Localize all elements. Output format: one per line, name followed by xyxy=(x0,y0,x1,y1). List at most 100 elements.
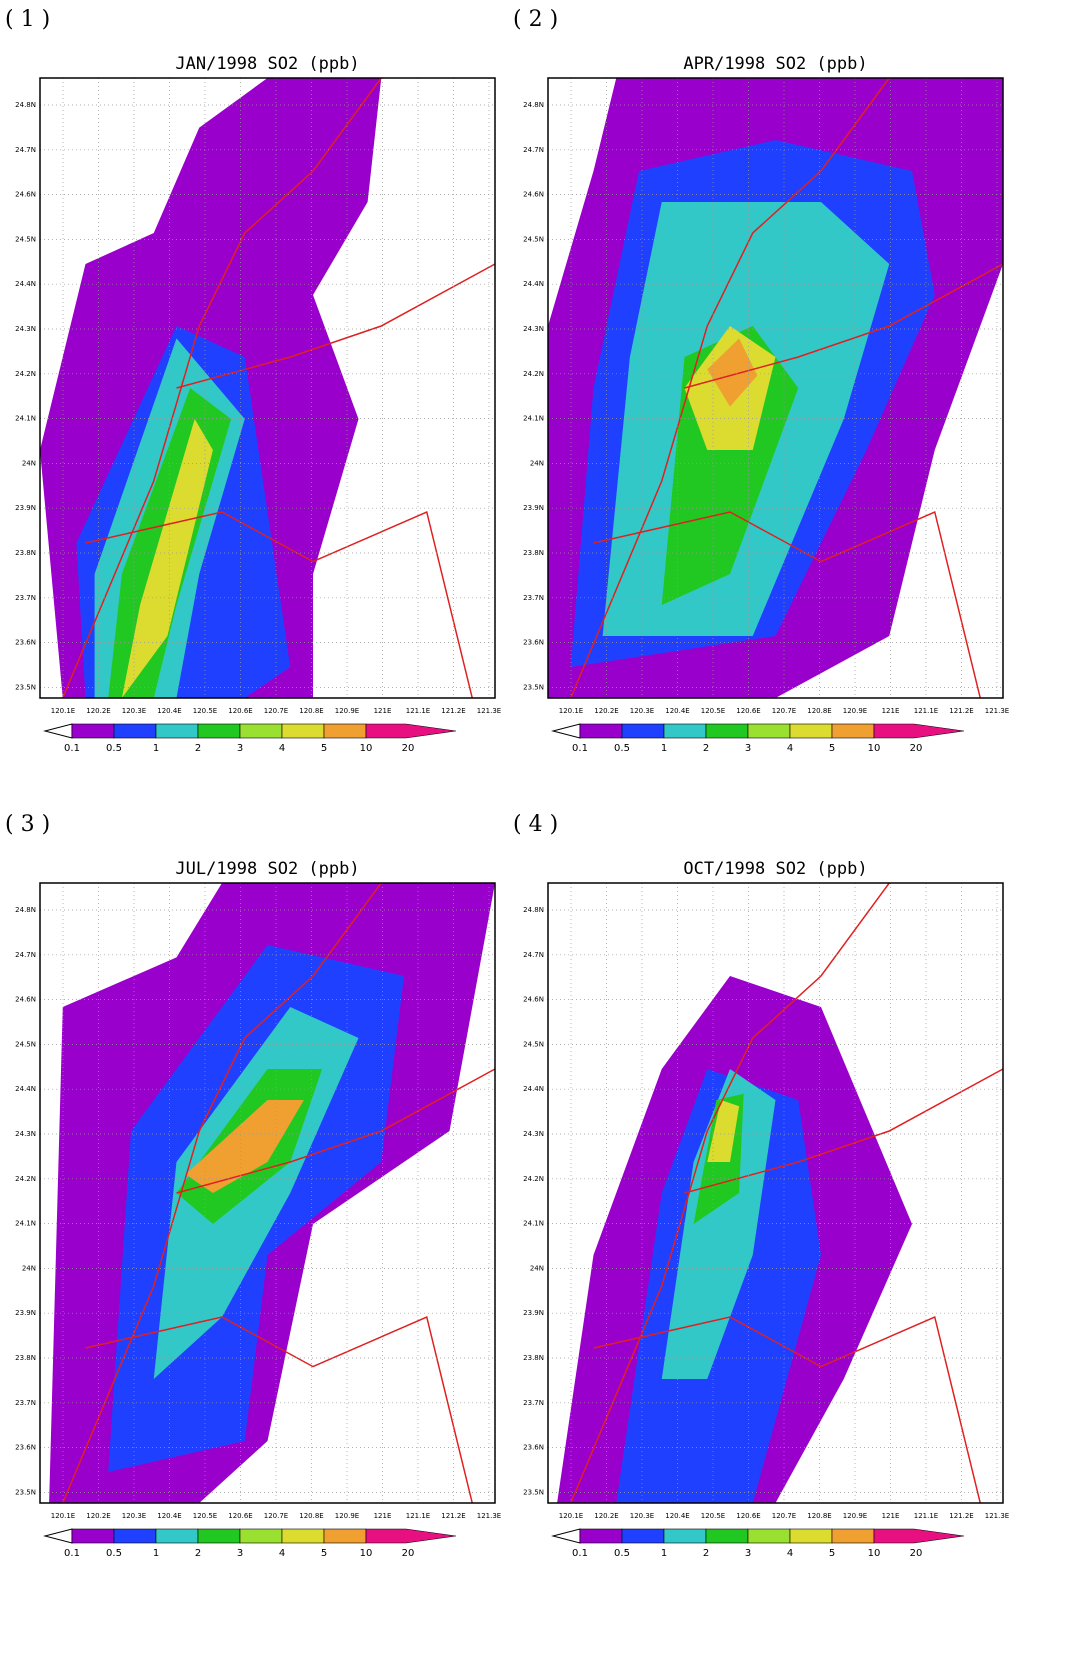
colorbar-segment xyxy=(579,1528,623,1544)
colorbar-label: 1 xyxy=(661,1548,667,1559)
panel-title: JAN/1998 SO2 (ppb) xyxy=(175,54,359,74)
y-tick-label: 24.8N xyxy=(523,906,544,914)
y-tick-label: 23.6N xyxy=(15,639,36,647)
colorbar-label: 1 xyxy=(153,743,159,754)
y-tick-label: 24.1N xyxy=(523,1220,544,1228)
panel-title: APR/1998 SO2 (ppb) xyxy=(683,54,867,74)
colorbar-label: 10 xyxy=(868,1548,881,1559)
x-tick-label: 120.1E xyxy=(51,1512,75,1520)
border-line xyxy=(684,1068,1004,1194)
border-line xyxy=(62,882,382,1504)
y-tick-label: 24.8N xyxy=(15,906,36,914)
y-tick-label: 24.7N xyxy=(15,146,36,154)
colorbar-segment xyxy=(113,1528,157,1544)
y-tick-label: 23.9N xyxy=(15,504,36,512)
colorbar-segment xyxy=(365,1528,457,1544)
x-tick-label: 120.4E xyxy=(665,1512,689,1520)
colorbar-label: 3 xyxy=(237,743,243,754)
colorbar-label: 1 xyxy=(661,743,667,754)
y-tick-label: 24.3N xyxy=(523,325,544,333)
colorbar-segment xyxy=(239,723,283,739)
y-tick-label: 24.4N xyxy=(523,280,544,288)
colorbar-label: 4 xyxy=(279,743,285,754)
colorbar-segment xyxy=(579,723,623,739)
colorbar-label: 4 xyxy=(787,743,793,754)
colorbar-label: 10 xyxy=(360,743,373,754)
colorbar-segment xyxy=(873,723,965,739)
map-frame xyxy=(547,77,1004,699)
y-tick-label: 23.8N xyxy=(523,549,544,557)
y-tick-label: 24.5N xyxy=(523,235,544,243)
x-tick-label: 120.8E xyxy=(807,1512,831,1520)
y-tick-label: 24.5N xyxy=(15,235,36,243)
x-tick-label: 120.1E xyxy=(559,707,583,715)
y-tick-label: 24.4N xyxy=(15,1085,36,1093)
panel: ( 3 )JUL/1998 SO2 (ppb)24.8N24.7N24.6N24… xyxy=(5,812,501,1559)
colorbar-label: 5 xyxy=(829,1548,835,1559)
y-tick-label: 23.5N xyxy=(15,683,36,691)
x-tick-label: 121E xyxy=(374,1512,392,1520)
colorbar-label: 20 xyxy=(402,1548,415,1559)
x-tick-label: 121.3E xyxy=(985,707,1009,715)
colorbar-segment xyxy=(239,1528,283,1544)
y-tick-label: 24.2N xyxy=(523,370,544,378)
y-tick-label: 24N xyxy=(530,1264,544,1272)
colorbar-segment xyxy=(705,723,749,739)
y-tick-label: 23.6N xyxy=(15,1444,36,1452)
colorbar-label: 3 xyxy=(745,1548,751,1559)
colorbar-segment xyxy=(281,1528,325,1544)
border-line xyxy=(570,77,890,699)
y-tick-label: 23.9N xyxy=(523,1309,544,1317)
x-tick-label: 120.3E xyxy=(122,1512,146,1520)
y-tick-label: 23.8N xyxy=(15,1354,36,1362)
colorbar-label: 10 xyxy=(868,743,881,754)
x-tick-label: 121.2E xyxy=(949,707,973,715)
x-tick-label: 121E xyxy=(882,1512,900,1520)
y-tick-label: 24.8N xyxy=(15,101,36,109)
colorbar-label: 0.5 xyxy=(106,743,122,754)
y-tick-label: 24.7N xyxy=(523,146,544,154)
colorbar-label: 5 xyxy=(829,743,835,754)
y-tick-label: 24.5N xyxy=(15,1040,36,1048)
colorbar-segment xyxy=(323,1528,367,1544)
colorbar-segment xyxy=(831,1528,875,1544)
x-tick-label: 121.1E xyxy=(406,707,430,715)
panel-label: ( 1 ) xyxy=(5,7,50,32)
colorbar-label: 20 xyxy=(402,743,415,754)
y-tick-label: 23.5N xyxy=(15,1488,36,1496)
colorbar-label: 5 xyxy=(321,743,327,754)
colorbar-label: 20 xyxy=(910,1548,923,1559)
x-tick-label: 120.5E xyxy=(701,1512,725,1520)
panel-label: ( 2 ) xyxy=(513,7,558,32)
y-tick-label: 23.5N xyxy=(523,1488,544,1496)
colorbar-label: 20 xyxy=(910,743,923,754)
colorbar-segment xyxy=(789,723,833,739)
colorbar-segment xyxy=(663,1528,707,1544)
colorbar-segment xyxy=(747,723,791,739)
x-tick-label: 120.5E xyxy=(193,707,217,715)
border-line xyxy=(570,882,890,1504)
x-tick-label: 120.2E xyxy=(594,1512,618,1520)
x-tick-label: 120.9E xyxy=(843,1512,867,1520)
panel-title: OCT/1998 SO2 (ppb) xyxy=(683,859,867,879)
x-tick-label: 120.8E xyxy=(299,1512,323,1520)
y-tick-label: 24.7N xyxy=(523,951,544,959)
colorbar-label: 4 xyxy=(279,1548,285,1559)
x-tick-label: 120.9E xyxy=(335,1512,359,1520)
x-tick-label: 120.4E xyxy=(665,707,689,715)
concentration-field xyxy=(185,1100,304,1193)
colorbar-segment xyxy=(551,1528,581,1544)
x-tick-label: 120.7E xyxy=(264,1512,288,1520)
x-tick-label: 121E xyxy=(882,707,900,715)
concentration-field xyxy=(707,1100,740,1162)
colorbar-label: 0.5 xyxy=(614,1548,630,1559)
y-tick-label: 23.7N xyxy=(15,594,36,602)
x-tick-label: 121.3E xyxy=(477,1512,501,1520)
border-line xyxy=(176,263,496,389)
y-tick-label: 24.4N xyxy=(523,1085,544,1093)
colorbar-segment xyxy=(747,1528,791,1544)
colorbar-segment xyxy=(663,723,707,739)
y-tick-label: 24.3N xyxy=(15,325,36,333)
colorbar-label: 0.1 xyxy=(572,743,588,754)
x-tick-label: 120.7E xyxy=(772,1512,796,1520)
